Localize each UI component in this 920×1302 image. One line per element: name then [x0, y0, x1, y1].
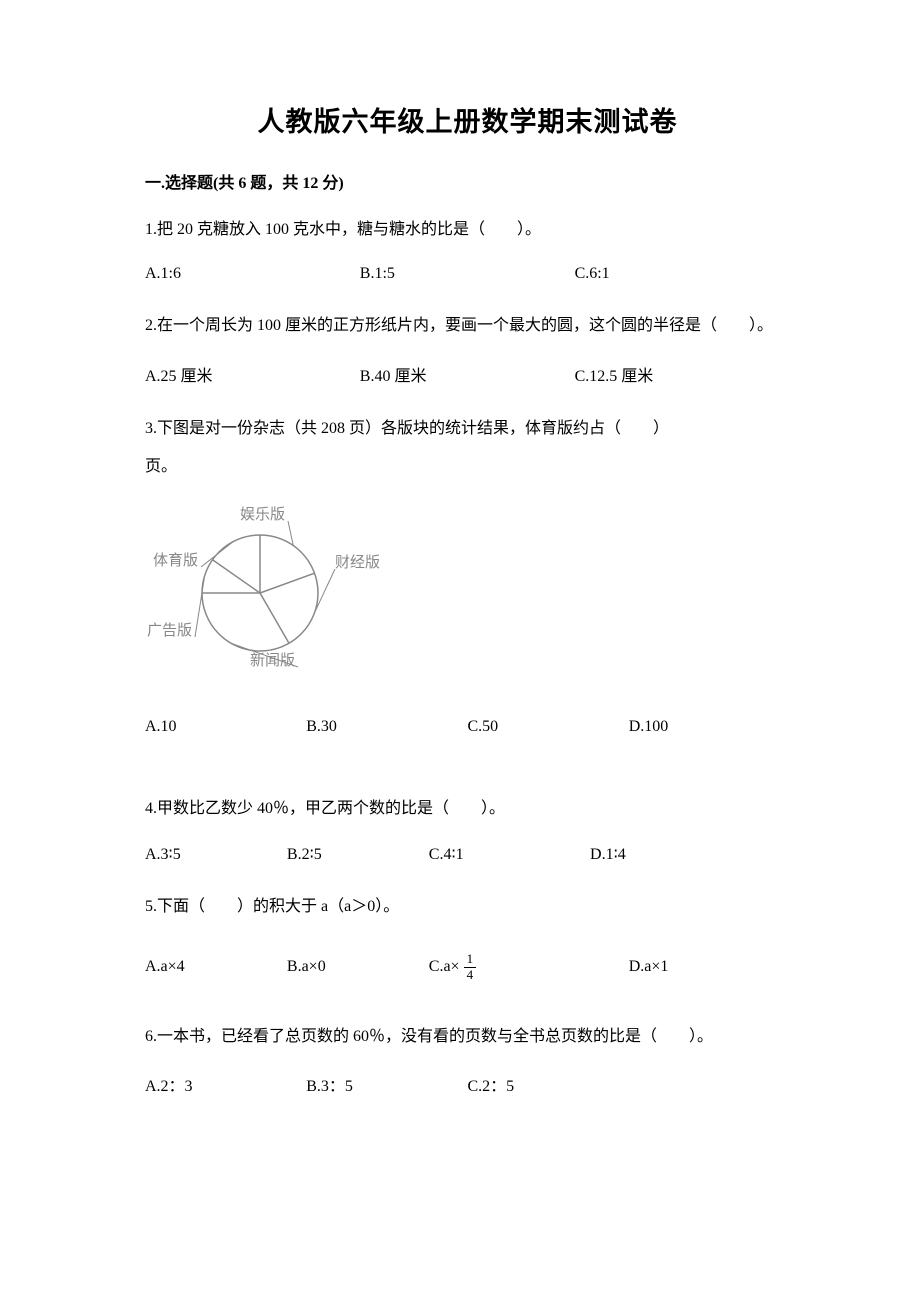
- q2-opt-c: C.12.5 厘米: [575, 362, 790, 386]
- q4-options: A.3∶5 B.2∶5 C.4∶1 D.1∶4: [145, 844, 790, 864]
- pie-chart-svg: 娱乐版财经版新闻版 广告版 体育版: [145, 503, 405, 678]
- frac-den: 4: [464, 968, 477, 982]
- svg-text:财经版: 财经版: [335, 554, 380, 571]
- section-heading: 一.选择题(共 6 题，共 12 分): [145, 169, 790, 193]
- q3-options: A.10 B.30 C.50 D.100: [145, 718, 790, 736]
- q6-opt-a: A.2：3: [145, 1072, 306, 1096]
- q4-text: 4.甲数比乙数少 40％，甲乙两个数的比是（ ）。: [145, 794, 790, 824]
- page-title: 人教版六年级上册数学期末测试卷: [145, 100, 790, 139]
- q3-text-line1: 3.下图是对一份杂志（共 208 页）各版块的统计结果，体育版约占（ ）: [145, 414, 790, 444]
- q4-opt-d: D.1∶4: [590, 844, 732, 864]
- q1-options: A.1:6 B.1:5 C.6:1: [145, 265, 790, 283]
- q2-opt-a: A.25 厘米: [145, 362, 360, 386]
- svg-text:广告版: 广告版: [147, 622, 192, 639]
- q3-opt-b: B.30: [306, 718, 467, 736]
- q5-opt-c-prefix: C.a×: [429, 958, 460, 976]
- q6-opt-c: C.2：5: [468, 1072, 629, 1096]
- fraction-icon: 1 4: [464, 952, 477, 982]
- q5-text: 5.下面（ ）的积大于 a（a＞0）。: [145, 892, 790, 922]
- q5-opt-b: B.a×0: [287, 958, 429, 976]
- q6-options: A.2：3 B.3：5 C.2：5: [145, 1072, 790, 1096]
- frac-num: 1: [464, 952, 477, 967]
- q2-options: A.25 厘米 B.40 厘米 C.12.5 厘米: [145, 362, 790, 386]
- q4-opt-b: B.2∶5: [287, 844, 429, 864]
- svg-text:体育版: 体育版: [153, 552, 198, 569]
- q5-opt-d: D.a×1: [629, 958, 790, 976]
- q2-text: 2.在一个周长为 100 厘米的正方形纸片内，要画一个最大的圆，这个圆的半径是（…: [145, 311, 790, 341]
- q1-opt-a: A.1:6: [145, 265, 360, 283]
- q3-opt-a: A.10: [145, 718, 306, 736]
- q2-opt-b: B.40 厘米: [360, 362, 575, 386]
- svg-text:新闻版: 新闻版: [250, 652, 295, 669]
- q3-pie-chart: 娱乐版财经版新闻版 广告版 体育版: [145, 503, 790, 683]
- q5-opt-a: A.a×4: [145, 958, 287, 976]
- q1-opt-c: C.6:1: [575, 265, 790, 283]
- q4-opt-c: C.4∶1: [429, 844, 590, 864]
- q3-opt-d: D.100: [629, 718, 790, 736]
- q3-text-line2: 页。: [145, 452, 790, 482]
- q5-opt-c: C.a× 1 4: [429, 952, 629, 982]
- q4-opt-a: A.3∶5: [145, 844, 287, 864]
- exam-page: 人教版六年级上册数学期末测试卷 一.选择题(共 6 题，共 12 分) 1.把 …: [0, 0, 920, 1302]
- q6-text: 6.一本书，已经看了总页数的 60％，没有看的页数与全书总页数的比是（ ）。: [145, 1022, 790, 1052]
- q5-options: A.a×4 B.a×0 C.a× 1 4 D.a×1: [145, 952, 790, 982]
- q1-text: 1.把 20 克糖放入 100 克水中，糖与糖水的比是（ ）。: [145, 215, 790, 245]
- q3-opt-c: C.50: [468, 718, 629, 736]
- q1-opt-b: B.1:5: [360, 265, 575, 283]
- svg-text:娱乐版: 娱乐版: [240, 506, 285, 523]
- q6-opt-b: B.3：5: [306, 1072, 467, 1096]
